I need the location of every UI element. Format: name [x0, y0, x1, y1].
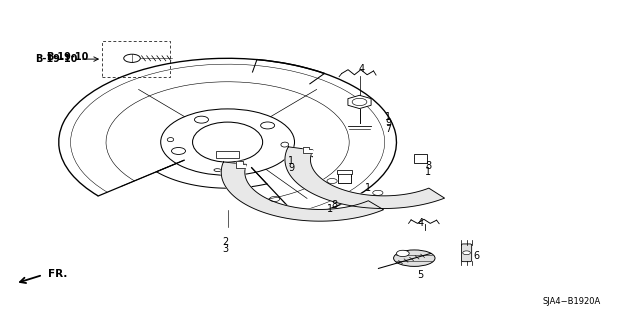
Text: FR.: FR.	[48, 269, 67, 279]
Circle shape	[124, 54, 140, 63]
Text: 4: 4	[418, 219, 424, 228]
Text: SJA4−B1920A: SJA4−B1920A	[543, 297, 601, 306]
Text: B-19-10: B-19-10	[46, 52, 88, 62]
Text: B-19-10: B-19-10	[35, 54, 78, 64]
Circle shape	[286, 149, 294, 153]
Bar	[216, 151, 239, 158]
Text: 8: 8	[425, 161, 431, 171]
Polygon shape	[221, 162, 383, 221]
Text: 9: 9	[288, 163, 294, 173]
Polygon shape	[348, 95, 371, 108]
Text: 9: 9	[385, 117, 391, 128]
Text: 2: 2	[223, 237, 229, 247]
Circle shape	[463, 251, 470, 255]
Polygon shape	[236, 161, 245, 167]
Bar	[337, 170, 352, 174]
Polygon shape	[285, 147, 445, 209]
Text: 6: 6	[473, 251, 479, 261]
Text: 1: 1	[326, 204, 333, 213]
Text: 7: 7	[385, 123, 391, 134]
Bar	[102, 41, 170, 77]
Text: 4: 4	[358, 64, 365, 74]
Circle shape	[396, 250, 409, 256]
Text: 1: 1	[288, 156, 294, 166]
Polygon shape	[303, 147, 312, 153]
Bar	[414, 154, 427, 163]
Text: 1: 1	[425, 167, 431, 177]
Text: 3: 3	[223, 244, 228, 254]
Text: 5: 5	[417, 270, 424, 280]
Text: 1: 1	[365, 183, 371, 193]
Ellipse shape	[394, 250, 435, 266]
Text: 8: 8	[332, 200, 337, 210]
Text: 1: 1	[385, 112, 391, 122]
FancyBboxPatch shape	[461, 244, 472, 262]
